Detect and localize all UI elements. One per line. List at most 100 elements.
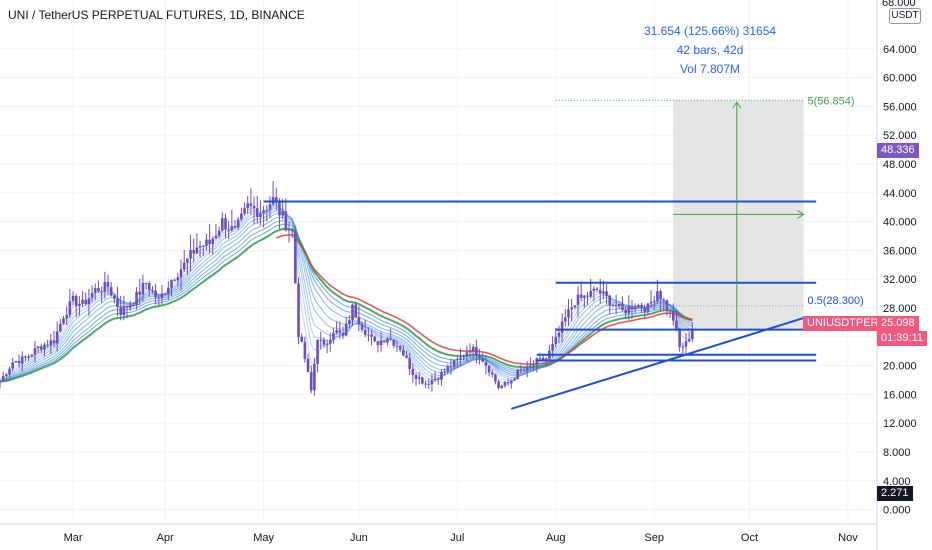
candle-body [598, 289, 602, 294]
candle-body [0, 381, 2, 383]
candle-body [100, 291, 103, 293]
candle-body [294, 231, 297, 284]
y-tick-label: 64.000 [883, 44, 917, 56]
x-tick-label: Oct [741, 532, 758, 544]
x-tick-label: May [253, 532, 274, 544]
candle-body [262, 210, 265, 214]
candle-body [652, 300, 656, 302]
candle-body [328, 339, 332, 344]
candle-body [659, 291, 662, 300]
candle-body [490, 372, 494, 375]
candle-body [59, 323, 62, 332]
candle-body [449, 366, 453, 368]
candle-body [586, 295, 589, 297]
candle-body [198, 245, 202, 248]
y-tick-label: 8.000 [883, 447, 911, 459]
candle-body [27, 356, 30, 358]
candle-body [227, 229, 230, 231]
candle-body [687, 339, 691, 342]
x-tick-label: Apr [157, 532, 174, 544]
candle-body [249, 203, 253, 206]
candle-body [217, 230, 221, 236]
chart-title: UNI / TetherUS PERPETUAL FUTURES, 1D, BI… [8, 8, 305, 22]
candle-body [649, 301, 653, 304]
candle-body [592, 288, 596, 291]
candle-body [513, 378, 516, 381]
candle-body [446, 366, 450, 372]
candle-body [167, 287, 170, 294]
candle-body [201, 245, 205, 247]
candle-body [71, 295, 75, 302]
candle-body [14, 361, 18, 363]
candle-body [430, 380, 434, 385]
price-tag-bottom: 2.271 [877, 486, 913, 501]
candle-body [141, 283, 145, 295]
candle-body [151, 290, 154, 292]
candle-body [284, 211, 288, 230]
candle-body [624, 310, 627, 314]
candle-body [656, 291, 659, 301]
candle-body [306, 358, 310, 373]
candle-body [281, 211, 284, 216]
measure-stats: 31.654 (125.66%) 31654 42 bars, 42d Vol … [620, 22, 800, 79]
candle-body [208, 239, 211, 244]
candle-body [465, 352, 469, 357]
candle-body [411, 369, 415, 376]
ribbon-line [0, 219, 693, 382]
candle-body [325, 343, 329, 345]
candle-body [338, 330, 342, 333]
x-tick-label: Sep [644, 532, 664, 544]
candle-body [46, 344, 49, 346]
candle-body [344, 323, 348, 336]
candle-body [484, 361, 488, 366]
candle-body [500, 385, 504, 388]
candle-body [595, 288, 599, 290]
candle-body [608, 295, 612, 306]
candle-body [1, 376, 5, 382]
candle-body [557, 332, 561, 337]
candle-body [36, 346, 40, 349]
candle-body [214, 235, 218, 239]
x-tick-label: Aug [546, 532, 566, 544]
candle-body [675, 320, 678, 330]
candle-body [532, 364, 535, 366]
candle-body [494, 374, 497, 382]
red-moving-average [276, 233, 693, 366]
candle-body [322, 339, 326, 345]
candle-body [116, 298, 119, 308]
candle-body [119, 307, 122, 316]
candle-body [519, 370, 523, 372]
candle-body [627, 306, 631, 314]
candle-body [481, 358, 485, 362]
candle-body [617, 303, 621, 307]
candle-body [33, 348, 37, 355]
candle-body [43, 344, 46, 350]
candle-body [671, 311, 675, 321]
candle-body [452, 360, 456, 367]
bar-countdown-tag: 01:39:11 [877, 331, 928, 346]
candle-body [678, 329, 681, 347]
y-tick-label: 16.000 [883, 389, 917, 401]
candle-body [360, 324, 364, 330]
candle-body [287, 229, 291, 231]
candle-body [640, 305, 643, 309]
candle-body [478, 355, 481, 359]
candle-body [684, 341, 688, 347]
candle-body [274, 197, 278, 203]
trend-line [511, 317, 804, 410]
candle-body [408, 358, 411, 370]
candle-body [84, 299, 88, 305]
axis-unit-button[interactable]: USDT [889, 8, 921, 24]
candle-body [335, 330, 338, 333]
price-axis[interactable]: 0.0004.0008.00012.00016.00020.00024.0002… [883, 44, 917, 517]
candle-body [224, 218, 227, 230]
symbol-label-tag: UNIUSDTPERP [803, 316, 890, 331]
candle-body [554, 336, 558, 345]
time-axis[interactable]: Mar Apr May Jun Jul Aug Sep Oct Nov [64, 532, 859, 544]
candle-body [357, 317, 361, 325]
candle-body [497, 381, 500, 388]
candle-body [157, 297, 161, 299]
candle-body [233, 225, 237, 228]
y-tick-label: 12.000 [883, 418, 917, 430]
